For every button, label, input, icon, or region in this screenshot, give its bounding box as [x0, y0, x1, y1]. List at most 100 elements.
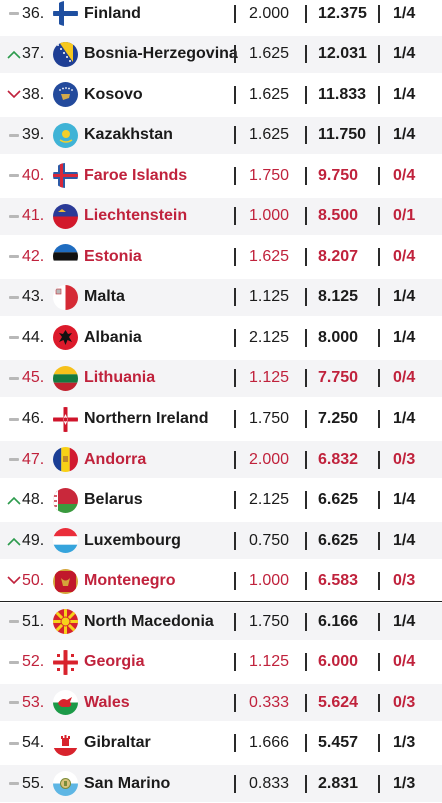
trend-same-icon [7, 128, 21, 142]
table-row[interactable]: 46. Northern Ireland 1.750 7.250 1/4 [0, 401, 442, 438]
rank: 51. [22, 612, 45, 630]
country-name[interactable]: Liechtenstein [84, 207, 188, 225]
country-name[interactable]: Faroe Islands [84, 166, 188, 184]
column-separator [234, 653, 236, 672]
trend-down-icon [7, 574, 21, 588]
country-name[interactable]: Gibraltar [84, 734, 151, 752]
coefficient: 1.625 [249, 45, 290, 62]
column-separator [305, 653, 307, 672]
trend-up-icon [7, 534, 21, 548]
coefficient: 2.000 [249, 450, 290, 468]
column-separator [378, 531, 380, 550]
column-separator [305, 491, 307, 510]
coefficient: 0.750 [249, 531, 290, 549]
record: 1/4 [393, 45, 416, 62]
table-row[interactable]: 49. Luxembourg 0.750 6.625 1/4 [0, 522, 442, 560]
country-name[interactable]: Kazakhstan [84, 126, 173, 144]
table-row[interactable]: 44. Albania 2.125 8.000 1/4 [0, 319, 442, 356]
column-separator [234, 369, 236, 388]
country-name[interactable]: Belarus [84, 491, 143, 509]
flag-lithuania-icon [53, 365, 78, 391]
column-separator [305, 126, 307, 145]
table-row[interactable]: 50. Montenegro 1.000 6.583 0/3 [0, 563, 442, 600]
table-row[interactable]: 51. North Macedonia 1.750 6.166 1/4 [0, 603, 442, 641]
rank: 55. [22, 774, 45, 792]
rank: 43. [22, 288, 45, 306]
country-name[interactable]: Northern Ireland [84, 410, 209, 427]
country-name[interactable]: Lithuania [84, 369, 156, 387]
column-separator [234, 207, 236, 226]
record: 1/3 [393, 734, 416, 752]
rank: 36. [22, 4, 45, 22]
trend-same-icon [7, 696, 21, 710]
points: 8.000 [318, 328, 359, 346]
rank: 42. [22, 247, 45, 265]
column-separator [234, 572, 236, 591]
country-name[interactable]: Wales [84, 693, 130, 711]
flag-luxembourg-icon [53, 528, 78, 554]
table-row[interactable]: 48. Belarus 2.125 6.625 1/4 [0, 482, 442, 519]
table-row[interactable]: 38. Kosovo 1.625 11.833 1/4 [0, 76, 442, 113]
coefficient: 1.750 [249, 166, 290, 184]
trend-same-icon [7, 412, 21, 426]
column-separator [378, 288, 380, 307]
record: 1/4 [393, 4, 416, 22]
table-row[interactable]: 47. Andorra 2.000 6.832 0/3 [0, 441, 442, 478]
table-row[interactable]: 43. Malta 1.125 8.125 1/4 [0, 278, 442, 316]
column-separator [378, 491, 380, 510]
coefficient: 0.333 [249, 693, 290, 711]
table-row[interactable]: 52. Georgia 1.125 6.000 0/4 [0, 644, 442, 681]
flag-malta-icon [53, 284, 78, 310]
column-separator [378, 450, 380, 469]
column-separator [234, 491, 236, 510]
column-separator [378, 166, 380, 185]
country-name[interactable]: Georgia [84, 653, 145, 671]
flag-finland-icon [53, 1, 78, 26]
record: 0/4 [393, 247, 416, 265]
country-name[interactable]: San Marino [84, 774, 171, 792]
country-name[interactable]: Malta [84, 288, 125, 306]
column-separator [378, 45, 380, 63]
table-row[interactable]: 39. Kazakhstan 1.625 11.750 1/4 [0, 116, 442, 154]
rank: 38. [22, 85, 45, 103]
column-separator [305, 693, 307, 712]
column-separator [305, 612, 307, 631]
trend-same-icon [7, 169, 21, 183]
table-row[interactable]: 36. Finland 2.000 12.375 1/4 [0, 0, 442, 32]
points: 6.166 [318, 612, 359, 630]
country-name[interactable]: North Macedonia [84, 612, 214, 630]
table-row[interactable]: 53. Wales 0.333 5.624 0/3 [0, 684, 442, 722]
flag-gibraltar-icon [53, 730, 78, 756]
flag-kosovo-icon [53, 82, 78, 108]
flag-northern-ireland-icon [53, 406, 78, 432]
table-row[interactable]: 40. Faroe Islands 1.750 9.750 0/4 [0, 157, 442, 194]
rank: 40. [22, 166, 45, 184]
country-name[interactable]: Luxembourg [84, 531, 181, 549]
table-row[interactable]: 54. Gibraltar 1.666 5.457 1/3 [0, 725, 442, 762]
flag-wales-icon [53, 690, 78, 716]
country-name[interactable]: Finland [84, 4, 141, 22]
points: 7.250 [318, 410, 359, 427]
column-separator [378, 612, 380, 631]
country-name[interactable]: Kosovo [84, 85, 143, 103]
country-name[interactable]: Albania [84, 328, 142, 346]
flag-andorra-icon [53, 447, 78, 472]
country-name[interactable]: Bosnia-Herzegovina [84, 45, 238, 62]
column-separator [378, 126, 380, 145]
country-name[interactable]: Andorra [84, 450, 147, 468]
column-separator [378, 693, 380, 712]
record: 1/4 [393, 288, 416, 306]
table-row[interactable]: 45. Lithuania 1.125 7.750 0/4 [0, 359, 442, 397]
country-name[interactable]: Montenegro [84, 572, 176, 590]
table-row[interactable]: 42. Estonia 1.625 8.207 0/4 [0, 238, 442, 275]
table-row[interactable]: 55. San Marino 0.833 2.831 1/3 [0, 765, 442, 803]
table-row[interactable]: 37. Bosnia-Herzegovina 1.625 12.031 1/4 [0, 35, 442, 73]
flag-liechtenstein-icon [53, 203, 78, 229]
table-row[interactable]: 41. Liechtenstein 1.000 8.500 0/1 [0, 197, 442, 235]
country-name[interactable]: Estonia [84, 247, 142, 265]
coefficient: 1.625 [249, 247, 290, 265]
column-separator [378, 774, 380, 793]
rank: 52. [22, 653, 45, 671]
points: 2.831 [318, 774, 359, 792]
